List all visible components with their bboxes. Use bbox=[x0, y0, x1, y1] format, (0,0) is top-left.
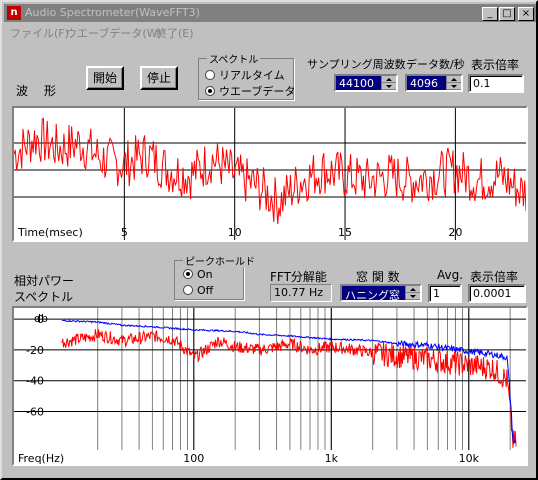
sampling-rate-value: 44100 bbox=[339, 77, 374, 90]
radio-peak-on-label: On bbox=[197, 268, 213, 281]
waveform-plot: 5 10 15 20 Time(msec) bbox=[12, 106, 528, 242]
waveform-tick-label: 5 bbox=[121, 226, 128, 239]
radio-dot-icon bbox=[205, 70, 215, 80]
sampling-rate-spinner[interactable] bbox=[381, 76, 396, 90]
maximize-button[interactable]: □ bbox=[499, 7, 515, 21]
spectrum-chart: db0 -20 -40 -60 100 1k 10k Freq(Hz) bbox=[14, 308, 526, 464]
spin-up-icon[interactable] bbox=[447, 76, 461, 83]
radio-peak-off-label: Off bbox=[197, 284, 214, 297]
data-rate-select[interactable]: 4096 bbox=[405, 74, 463, 92]
spectrum-tick-label: 10k bbox=[459, 452, 480, 464]
radio-dot-selected-icon bbox=[205, 86, 215, 96]
radio-realtime[interactable]: リアルタイム bbox=[205, 67, 285, 83]
radio-dot-selected-icon bbox=[183, 269, 193, 279]
stop-button[interactable]: 停止 bbox=[140, 66, 178, 90]
radio-wave-data[interactable]: ウエーブデータ bbox=[205, 83, 295, 99]
waveform-signal-line bbox=[14, 117, 526, 225]
data-rate-value: 4096 bbox=[410, 77, 438, 90]
spectrum-y-unit-label: db bbox=[34, 312, 48, 325]
spin-down-icon[interactable] bbox=[406, 293, 420, 300]
menu-exit[interactable]: 終了(E) bbox=[156, 27, 194, 40]
averaging-label: Avg. bbox=[437, 268, 464, 282]
window-title: Audio Spectrometer(WaveFFT3) bbox=[25, 6, 200, 19]
spectrum-tick-label: -40 bbox=[26, 375, 44, 388]
window-function-select[interactable]: ハニング窓 bbox=[340, 284, 422, 302]
spectrum-tick-label: -20 bbox=[26, 344, 44, 357]
sampling-rate-select[interactable]: 44100 bbox=[334, 74, 398, 92]
fft-resolution-label: FFT分解能 bbox=[270, 270, 327, 284]
menu-file[interactable]: ファイル(F) bbox=[10, 27, 69, 40]
spectrum-label-line2: スペクトル bbox=[14, 290, 74, 304]
spin-up-icon[interactable] bbox=[406, 286, 420, 293]
waveform-x-axis-label: Time(msec) bbox=[17, 226, 83, 239]
spectrum-scale-input[interactable]: 0.0001 bbox=[468, 284, 526, 303]
radio-peak-on[interactable]: On bbox=[183, 268, 213, 281]
waveform-label: 波 形 bbox=[16, 84, 59, 98]
spin-down-icon[interactable] bbox=[447, 83, 461, 90]
minimize-button[interactable]: _ bbox=[482, 7, 498, 21]
waveform-scale-label: 表示倍率 bbox=[471, 58, 520, 72]
spectrum-tick-label: 0 bbox=[37, 313, 44, 326]
radio-wave-data-label: ウエーブデータ bbox=[219, 85, 296, 98]
spectrum-current-line bbox=[61, 329, 517, 448]
spectrum-tick-label: 1k bbox=[325, 452, 339, 464]
sampling-rate-label: サンプリング周波数 bbox=[307, 58, 406, 71]
radio-peak-off[interactable]: Off bbox=[183, 284, 213, 297]
peak-hold-group: ピークホールド On Off bbox=[174, 253, 257, 300]
averaging-input[interactable]: 1 bbox=[428, 284, 462, 303]
spectrum-tick-label: 100 bbox=[183, 452, 204, 464]
peak-hold-title: ピークホールド bbox=[183, 253, 257, 268]
window-function-value: ハニング窓 bbox=[345, 289, 400, 302]
spectrum-scale-label: 表示倍率 bbox=[470, 270, 519, 284]
data-rate-spinner[interactable] bbox=[446, 76, 461, 90]
waveform-scale-input[interactable]: 0.1 bbox=[468, 74, 524, 93]
spectrum-source-group: スペクトル リアルタイム ウエーブデータ bbox=[198, 51, 295, 100]
close-button[interactable]: × bbox=[518, 7, 534, 21]
radio-realtime-label: リアルタイム bbox=[219, 69, 285, 82]
fft-resolution-value: 10.77 Hz bbox=[270, 284, 332, 302]
start-button[interactable]: 開始 bbox=[86, 66, 124, 90]
spectrum-label-line1: 相対パワー bbox=[14, 274, 75, 288]
spectrum-plot: db 0 -20 -40 -60 100 1k 10k Freq(Hz) bbox=[12, 306, 528, 466]
waveform-tick-label: 20 bbox=[448, 226, 462, 239]
waveform-tick-label: 15 bbox=[338, 226, 352, 239]
spectrum-group-title: スペクトル bbox=[207, 51, 261, 66]
window-function-label: 窓 関 数 bbox=[356, 270, 400, 284]
data-rate-label: データ数/秒 bbox=[406, 58, 465, 71]
waveform-chart: 5 10 15 20 Time(msec) bbox=[14, 108, 526, 240]
menu-bar: ファイル(F) ウエーブデータ(W) 終了(E) bbox=[4, 22, 536, 40]
window-function-spinner[interactable] bbox=[405, 286, 420, 300]
spin-up-icon[interactable] bbox=[382, 76, 396, 83]
app-icon[interactable]: n bbox=[7, 6, 21, 20]
radio-dot-icon bbox=[183, 285, 193, 295]
menu-wave-data[interactable]: ウエーブデータ(W) bbox=[66, 27, 162, 40]
spin-down-icon[interactable] bbox=[382, 83, 396, 90]
title-bar[interactable]: n Audio Spectrometer(WaveFFT3) _ □ × bbox=[4, 4, 536, 22]
spectrum-x-axis-label: Freq(Hz) bbox=[18, 452, 64, 464]
spectrum-peak-hold-line bbox=[61, 319, 517, 444]
waveform-tick-label: 10 bbox=[228, 226, 242, 239]
spectrum-tick-label: -60 bbox=[26, 405, 44, 418]
